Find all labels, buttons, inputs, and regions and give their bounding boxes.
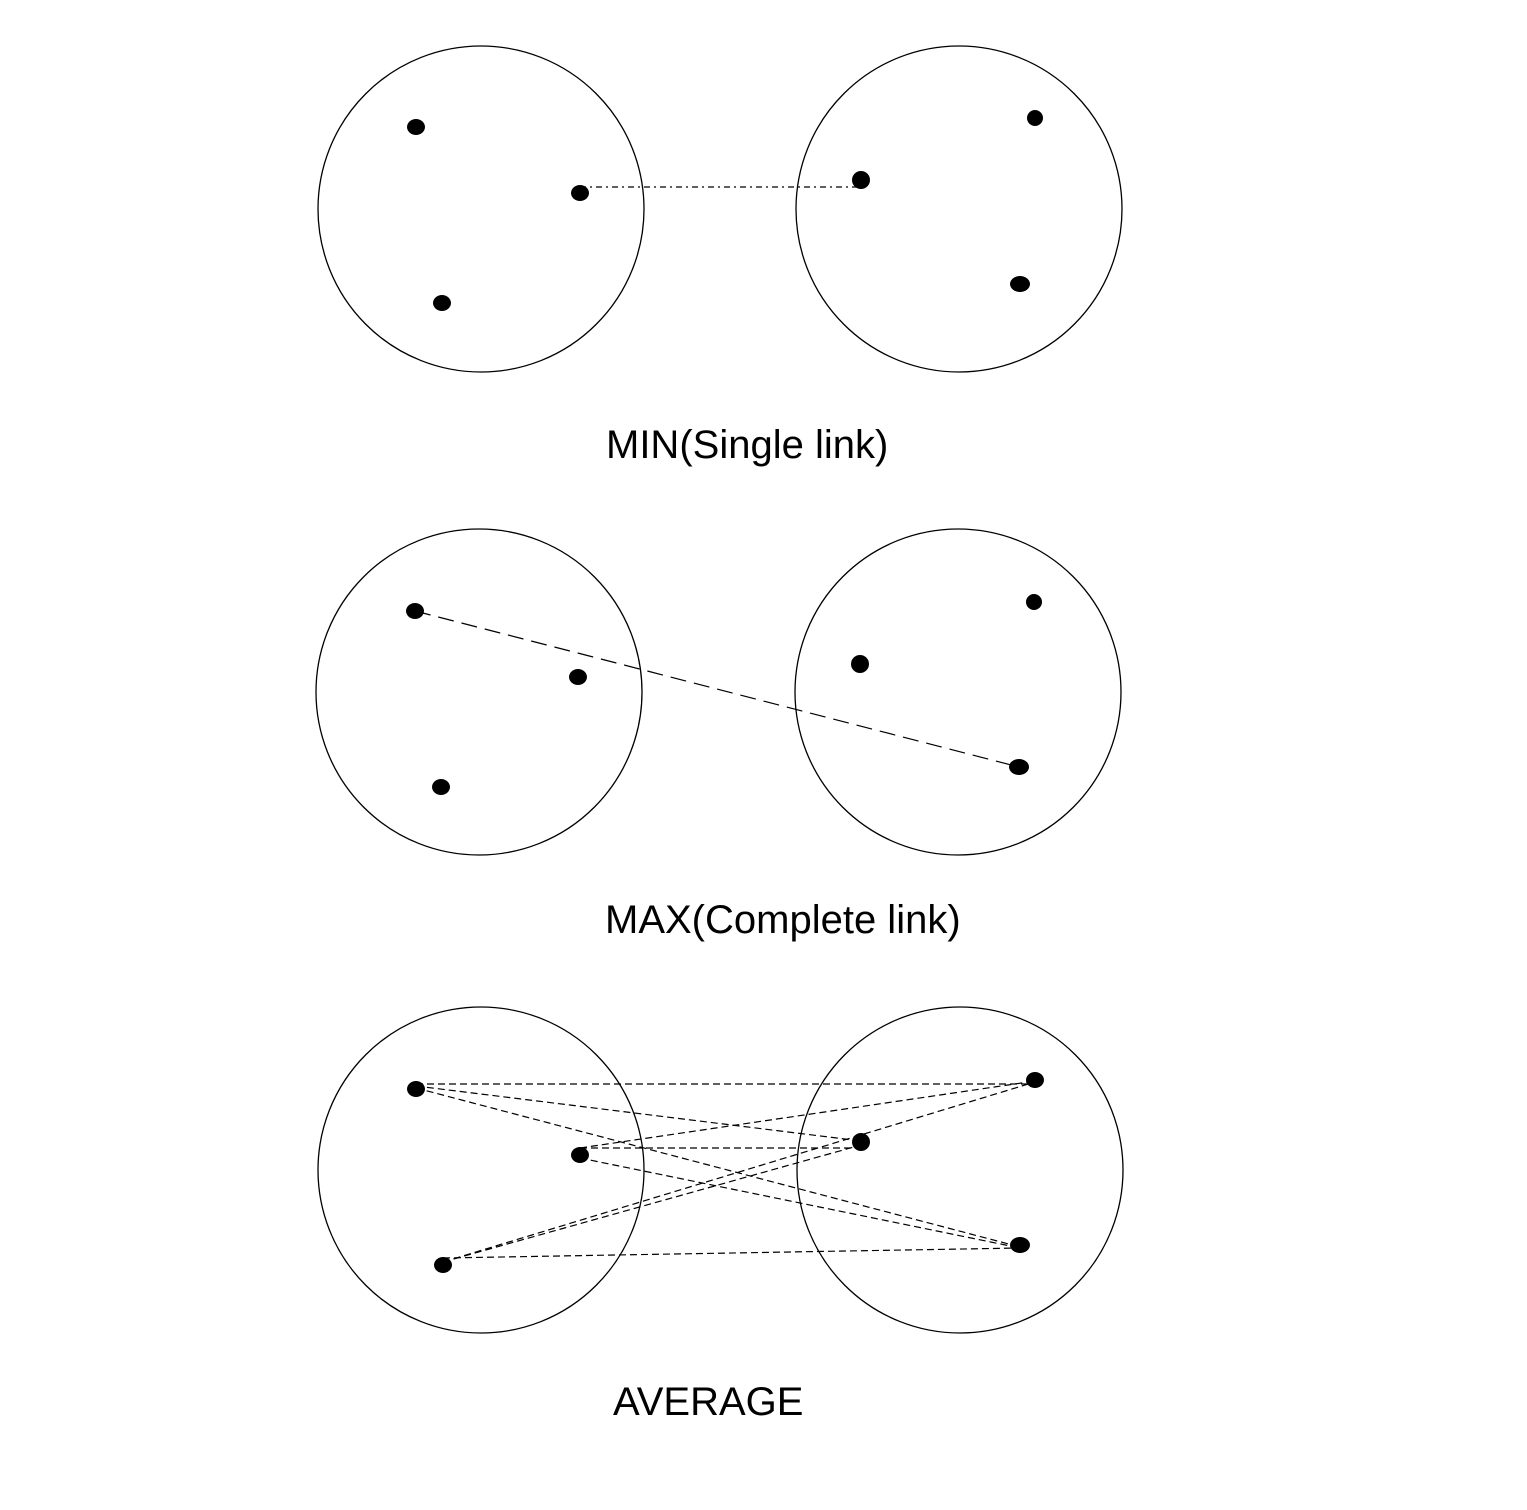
data-point — [432, 779, 450, 795]
panel-max — [315, 528, 1122, 856]
caption-max-complete-link: MAX(Complete link) — [605, 898, 961, 942]
average-link-line — [415, 1085, 862, 1142]
data-point — [433, 295, 451, 311]
caption-average: AVERAGE — [613, 1380, 804, 1424]
average-link-line — [415, 1087, 1021, 1248]
data-point — [1010, 276, 1030, 292]
left-cluster — [317, 45, 645, 373]
right-cluster — [796, 1006, 1124, 1334]
data-point — [1026, 1072, 1044, 1088]
average-link-line — [579, 1157, 1021, 1249]
panel-min — [317, 45, 1123, 373]
data-point — [851, 655, 869, 673]
average-link-lines — [415, 1080, 1036, 1263]
caption-min-single-link: MIN(Single link) — [606, 423, 889, 467]
data-point — [571, 1147, 589, 1163]
left-cluster — [315, 528, 643, 856]
data-point — [406, 603, 424, 619]
data-point — [571, 185, 589, 201]
average-link-line — [442, 1144, 862, 1263]
data-point — [1009, 759, 1029, 775]
data-point — [852, 171, 870, 189]
average-link-line — [442, 1247, 1021, 1259]
complete-link-line — [414, 610, 1020, 768]
panel-average — [317, 1006, 1124, 1334]
data-point — [407, 119, 425, 135]
data-point — [1026, 594, 1042, 610]
right-cluster — [794, 528, 1122, 856]
right-cluster — [795, 45, 1123, 373]
left-cluster — [317, 1006, 645, 1334]
data-point — [434, 1257, 452, 1273]
data-point — [1027, 110, 1043, 126]
data-point — [1010, 1237, 1030, 1253]
average-link-line — [442, 1081, 1036, 1263]
data-point — [407, 1081, 425, 1097]
data-point — [569, 669, 587, 685]
data-point — [852, 1133, 870, 1151]
